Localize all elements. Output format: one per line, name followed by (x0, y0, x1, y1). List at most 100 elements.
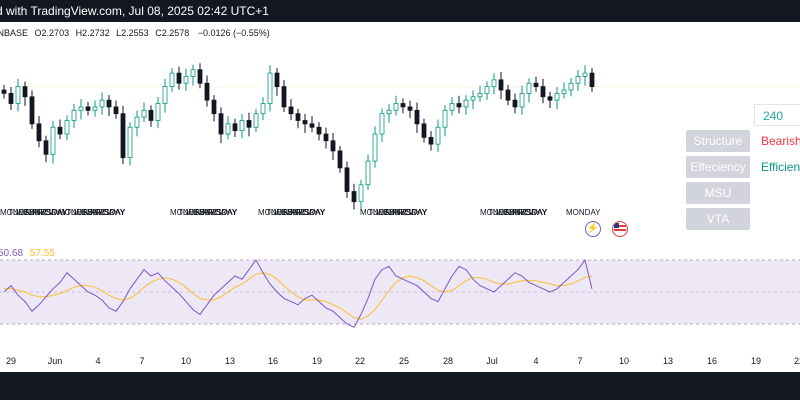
candle-body (512, 99, 518, 108)
candle-body (127, 126, 133, 159)
candle-body (50, 126, 56, 155)
rsi-value: 50.68 (0, 248, 24, 259)
candle-body (575, 76, 581, 84)
candle-body (428, 136, 434, 145)
x-tick-label: 4 (533, 356, 538, 366)
candle-body (288, 106, 294, 115)
day-label: MONDAY (170, 208, 205, 217)
candle-body (554, 92, 560, 101)
candles-group (1, 63, 595, 211)
candle-body (540, 86, 546, 98)
day-label: TUESDAY (266, 208, 304, 217)
x-tick-label: 10 (181, 356, 191, 366)
candle-body (372, 133, 378, 162)
candle-body (197, 69, 203, 84)
close-label: C (155, 28, 162, 38)
candle-body (71, 109, 77, 121)
candle-body (323, 133, 329, 142)
low-value: 2.2553 (121, 28, 149, 38)
open-label: O (34, 28, 42, 38)
timeframe-box[interactable]: 240 (754, 104, 800, 126)
candle-body (183, 76, 189, 84)
x-axis: 29 Jun 4 7 10 13 16 19 22 25 28 Jul 4 7 10 13 16 19 22 (6, 356, 800, 366)
structure-value: Bearish (761, 134, 800, 148)
day-label: WEDNESDAY (74, 208, 126, 217)
day-label: WEDNESDAY (496, 208, 548, 217)
candle-body (22, 86, 28, 98)
candle-body (589, 72, 595, 88)
candle-body (582, 72, 588, 77)
day-label: THURSDAY (82, 208, 126, 217)
candle-body (253, 113, 259, 128)
rsi-ma-value: 57.55 (29, 248, 55, 259)
day-label: WEDNESDAY (16, 208, 68, 217)
candle-body (414, 109, 420, 125)
x-tick-label: 7 (577, 356, 582, 366)
candle-body (302, 120, 308, 125)
structure-button[interactable]: Structure (686, 130, 750, 152)
us-flag-icon[interactable] (612, 221, 628, 237)
candle-body (246, 120, 252, 128)
candle-body (113, 106, 119, 115)
day-label: THURSDAY (282, 208, 326, 217)
candle-body (351, 191, 357, 203)
candle-body (400, 103, 406, 108)
candle-body (477, 92, 483, 98)
low-label: L (116, 28, 122, 38)
candle-body (57, 126, 63, 135)
change-value: −0.0126 (−0.55%) (197, 28, 270, 38)
candle-body (106, 99, 112, 108)
day-label: TUESDAY (488, 208, 526, 217)
exchange-label: OINBASE (0, 28, 29, 38)
chart-canvas[interactable]: MONDAYTUESDAYWEDNESDAYTHURSDAYFRIDAYMOND… (0, 0, 800, 372)
candle-body (218, 113, 224, 135)
vta-button[interactable]: VTA (686, 208, 750, 230)
candle-body (519, 92, 525, 108)
candle-body (204, 82, 210, 101)
day-label: FRIDAY (202, 208, 231, 217)
candle-body (421, 123, 427, 138)
effeciency-button[interactable]: Effeciency (686, 156, 750, 178)
day-label: THURSDAY (194, 208, 238, 217)
msu-button[interactable]: MSU (686, 182, 750, 204)
candle-body (295, 113, 301, 121)
candle-body (561, 89, 567, 94)
rsi-legend: 50.68 57.55 (0, 248, 55, 259)
candle-body (190, 69, 196, 77)
day-label: FRIDAY (392, 208, 421, 217)
high-label: H (75, 28, 83, 38)
x-tick-label: 19 (751, 356, 761, 366)
candle-body (134, 116, 140, 128)
candle-body (407, 106, 413, 111)
candle-body (491, 79, 497, 88)
close-value: 2.2578 (161, 28, 190, 38)
candle-body (92, 106, 98, 111)
candle-body (99, 99, 105, 108)
lightning-icon[interactable]: ⚡ (585, 221, 601, 237)
x-tick-label: Jul (486, 356, 498, 366)
candle-body (176, 72, 182, 84)
rsi-ma-line (4, 272, 593, 320)
day-labels-group: MONDAYTUESDAYWEDNESDAYTHURSDAYFRIDAYMOND… (0, 208, 601, 217)
candle-body (442, 109, 448, 128)
x-tick-label: 28 (443, 356, 453, 366)
candle-body (36, 123, 42, 142)
candle-body (169, 72, 175, 88)
candle-body (274, 72, 280, 88)
candle-body (533, 82, 539, 88)
candle-body (498, 79, 504, 91)
x-tick-label: 16 (268, 356, 278, 366)
day-label: MONDAY (58, 208, 93, 217)
candle-body (64, 120, 70, 135)
header-bar: ted with TradingView.com, Jul 08, 2025 0… (0, 0, 800, 22)
day-label: THURSDAY (24, 208, 68, 217)
candle-body (547, 96, 553, 101)
day-label: THURSDAY (504, 208, 548, 217)
candle-body (8, 92, 14, 104)
candle-body (43, 140, 49, 155)
candle-body (260, 103, 266, 115)
candle-body (379, 113, 385, 135)
open-value: 2.2703 (41, 28, 70, 38)
candle-body (15, 86, 21, 104)
candle-body (449, 103, 455, 111)
